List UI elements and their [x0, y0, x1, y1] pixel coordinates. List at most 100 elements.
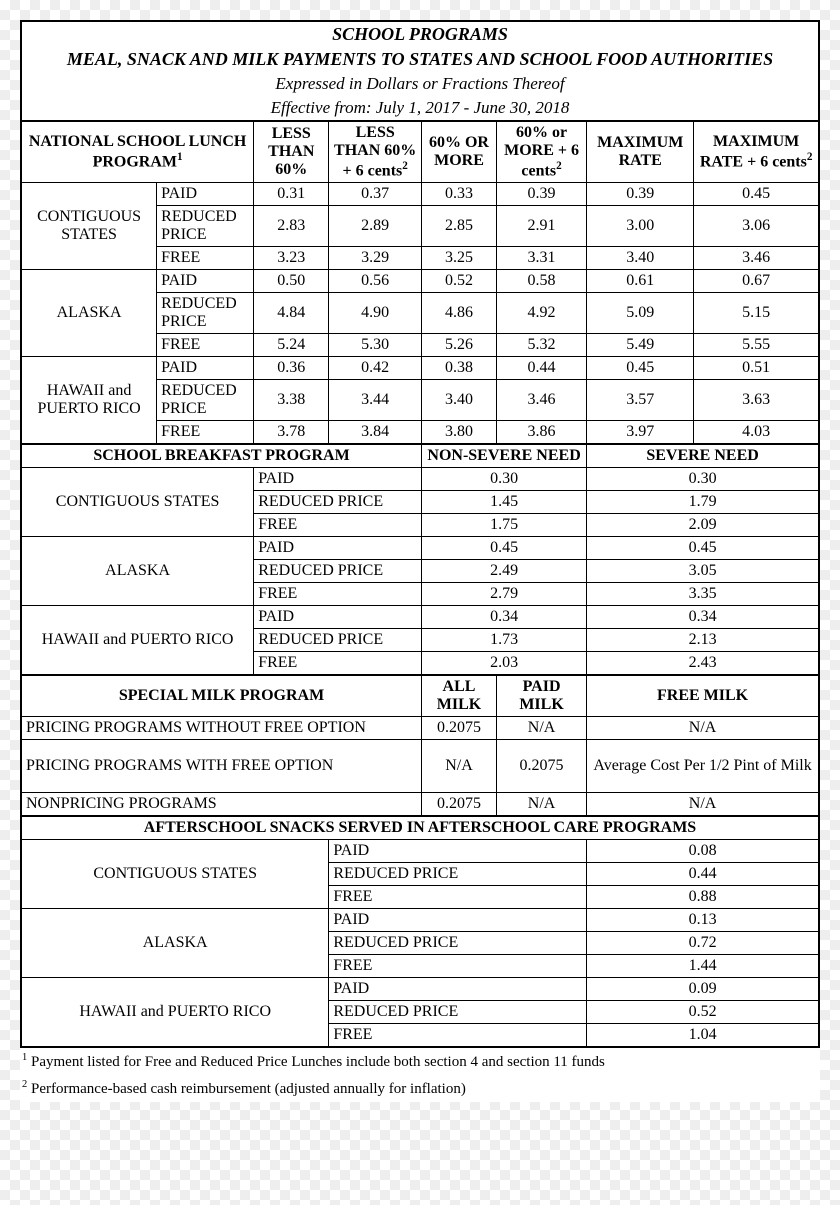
nslp-value: 2.85 [422, 206, 497, 247]
nslp-col-1: LESS THAN 60% + 6 cents2 [329, 121, 422, 183]
snacks-region: ALASKA [21, 909, 329, 978]
sbp-region: ALASKA [21, 537, 254, 606]
nslp-value: 4.03 [694, 421, 819, 445]
nslp-value: 3.23 [254, 247, 329, 270]
sbp-value: 2.43 [587, 652, 819, 676]
snacks-value: 1.44 [587, 955, 819, 978]
nslp-value: 0.61 [587, 270, 694, 293]
sbp-value: 0.34 [422, 606, 587, 629]
nslp-value: 0.37 [329, 183, 422, 206]
nslp-col-0: LESS THAN 60% [254, 121, 329, 183]
snacks-value: 0.44 [587, 863, 819, 886]
snacks-value: 0.52 [587, 1001, 819, 1024]
nslp-value: 0.56 [329, 270, 422, 293]
nslp-row-type: PAID [157, 183, 254, 206]
nslp-value: 2.91 [496, 206, 586, 247]
nslp-value: 3.40 [587, 247, 694, 270]
smp-row-name: PRICING PROGRAMS WITH FREE OPTION [21, 740, 422, 793]
nslp-value: 5.15 [694, 293, 819, 334]
nslp-value: 3.31 [496, 247, 586, 270]
snacks-region: HAWAII and PUERTO RICO [21, 978, 329, 1048]
snacks-value: 0.72 [587, 932, 819, 955]
header-sub-1: Expressed in Dollars or Fractions Thereo… [21, 72, 819, 96]
nslp-value: 4.92 [496, 293, 586, 334]
sbp-value: 2.03 [422, 652, 587, 676]
smp-value: 0.2075 [422, 793, 497, 817]
sbp-row-type: PAID [254, 606, 422, 629]
nslp-value: 3.40 [422, 380, 497, 421]
nslp-value: 2.89 [329, 206, 422, 247]
sbp-value: 1.75 [422, 514, 587, 537]
nslp-value: 0.58 [496, 270, 586, 293]
nslp-row-type: PAID [157, 357, 254, 380]
nslp-value: 0.45 [587, 357, 694, 380]
nslp-value: 0.36 [254, 357, 329, 380]
nslp-region: CONTIGUOUS STATES [21, 183, 157, 270]
sbp-value: 0.45 [422, 537, 587, 560]
nslp-row-type: REDUCED PRICE [157, 380, 254, 421]
school-programs-table: SCHOOL PROGRAMS MEAL, SNACK AND MILK PAY… [20, 20, 820, 1048]
sbp-value: 0.34 [587, 606, 819, 629]
nslp-value: 0.31 [254, 183, 329, 206]
smp-value: N/A [422, 740, 497, 793]
sbp-region: HAWAII and PUERTO RICO [21, 606, 254, 676]
smp-title: SPECIAL MILK PROGRAM [21, 675, 422, 717]
sbp-row-type: REDUCED PRICE [254, 560, 422, 583]
nslp-value: 0.52 [422, 270, 497, 293]
sbp-value: 2.79 [422, 583, 587, 606]
snacks-value: 0.09 [587, 978, 819, 1001]
nslp-value: 0.38 [422, 357, 497, 380]
smp-col-2: FREE MILK [587, 675, 819, 717]
nslp-value: 2.83 [254, 206, 329, 247]
nslp-value: 0.42 [329, 357, 422, 380]
snacks-row-type: FREE [329, 955, 587, 978]
nslp-value: 0.45 [694, 183, 819, 206]
nslp-row-type: PAID [157, 270, 254, 293]
sbp-row-type: PAID [254, 537, 422, 560]
sbp-row-type: REDUCED PRICE [254, 629, 422, 652]
nslp-value: 5.09 [587, 293, 694, 334]
nslp-value: 3.46 [694, 247, 819, 270]
nslp-row-type: FREE [157, 247, 254, 270]
smp-value: N/A [587, 717, 819, 740]
nslp-value: 4.84 [254, 293, 329, 334]
header-title-1: SCHOOL PROGRAMS [21, 21, 819, 47]
nslp-value: 0.44 [496, 357, 586, 380]
smp-value: Average Cost Per 1/2 Pint of Milk [587, 740, 819, 793]
smp-value: N/A [587, 793, 819, 817]
nslp-region: HAWAII and PUERTO RICO [21, 357, 157, 445]
sbp-value: 0.45 [587, 537, 819, 560]
smp-value: 0.2075 [496, 740, 586, 793]
nslp-value: 3.46 [496, 380, 586, 421]
sbp-title: SCHOOL BREAKFAST PROGRAM [21, 444, 422, 468]
nslp-value: 3.97 [587, 421, 694, 445]
snacks-region: CONTIGUOUS STATES [21, 840, 329, 909]
sbp-value: 3.35 [587, 583, 819, 606]
nslp-region: ALASKA [21, 270, 157, 357]
snacks-row-type: REDUCED PRICE [329, 863, 587, 886]
nslp-col-2: 60% OR MORE [422, 121, 497, 183]
nslp-value: 3.57 [587, 380, 694, 421]
nslp-value: 0.50 [254, 270, 329, 293]
smp-col-1: PAID MILK [496, 675, 586, 717]
sbp-row-type: FREE [254, 583, 422, 606]
sbp-row-type: PAID [254, 468, 422, 491]
footnote-2: 2 Performance-based cash reimbursement (… [20, 1075, 820, 1102]
header-title-2: MEAL, SNACK AND MILK PAYMENTS TO STATES … [21, 47, 819, 72]
smp-value: N/A [496, 717, 586, 740]
nslp-value: 3.06 [694, 206, 819, 247]
snacks-title: AFTERSCHOOL SNACKS SERVED IN AFTERSCHOOL… [21, 816, 819, 840]
nslp-value: 0.67 [694, 270, 819, 293]
sbp-value: 1.79 [587, 491, 819, 514]
sbp-row-type: FREE [254, 514, 422, 537]
snacks-row-type: FREE [329, 886, 587, 909]
sbp-value: 3.05 [587, 560, 819, 583]
nslp-value: 3.78 [254, 421, 329, 445]
smp-value: 0.2075 [422, 717, 497, 740]
snacks-row-type: REDUCED PRICE [329, 1001, 587, 1024]
nslp-row-type: FREE [157, 334, 254, 357]
nslp-value: 5.32 [496, 334, 586, 357]
snacks-row-type: FREE [329, 1024, 587, 1048]
nslp-row-type: REDUCED PRICE [157, 206, 254, 247]
sbp-col-1: SEVERE NEED [587, 444, 819, 468]
